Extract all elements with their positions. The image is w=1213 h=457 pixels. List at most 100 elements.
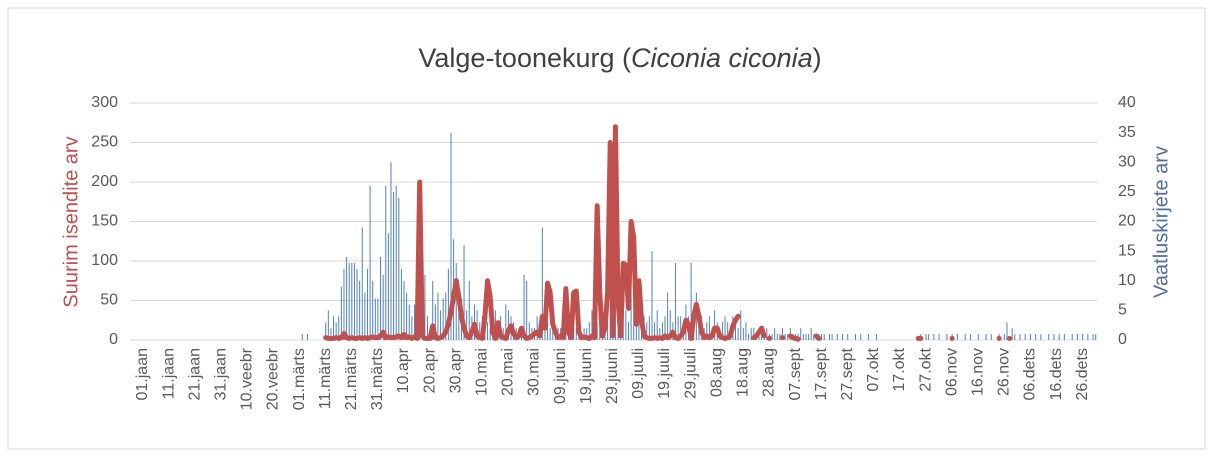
bar [359,280,361,340]
bar [734,322,736,340]
bar [1011,328,1013,340]
bar [750,328,752,340]
bar [541,227,543,340]
bar [586,328,588,340]
bar [635,316,637,340]
bar [925,334,927,340]
bar [1095,334,1097,340]
bar [520,334,522,340]
bar [343,268,345,340]
bar [380,257,382,340]
bar [356,268,358,340]
bar [669,310,671,340]
bar [956,334,958,340]
bar [447,268,449,340]
bar [651,251,653,340]
bar [408,304,410,340]
title-part: Valge-toonekurg ( [418,43,631,73]
bar [946,334,948,340]
bar [526,280,528,340]
bar [445,292,447,340]
bar [805,334,807,340]
bar [831,334,833,340]
bar [406,292,408,340]
bar [458,292,460,340]
bar [1087,334,1089,340]
bar [306,334,308,340]
x-tick-label: 29.juuni [604,348,621,404]
bar [1058,334,1060,340]
bar [505,304,507,340]
bar [1082,334,1084,340]
bar [868,334,870,340]
bar [387,233,389,340]
bar [502,328,504,340]
bar [656,310,658,340]
bar [1003,334,1005,340]
bar [442,298,444,340]
bar [536,316,538,340]
bar [781,328,783,340]
bar [784,334,786,340]
bar [340,286,342,340]
bar [695,292,697,340]
title-part: ) [813,43,822,73]
bar [348,262,350,340]
bar [625,310,627,340]
bar [432,280,434,340]
bar [706,322,708,340]
bar [776,334,778,340]
x-tick-label: 10.apr [395,347,412,393]
bar [463,245,465,340]
bar [654,322,656,340]
bar [985,334,987,340]
bar [677,316,679,340]
bar [808,334,810,340]
bar [860,334,862,340]
bar [802,334,804,340]
bar [737,328,739,340]
bar [374,298,376,340]
bar [748,334,750,340]
bar [977,334,979,340]
y2-tick-label: 35 [1118,124,1136,141]
x-tick-label: 17.sept [813,347,830,400]
y2-tick-label: 40 [1118,94,1136,111]
bar [708,316,710,340]
y-tick-label: 150 [91,213,118,230]
bar [742,328,744,340]
title-species: Ciconia ciconia [631,43,813,73]
bar [364,292,366,340]
bar [583,328,585,340]
line [323,124,1013,342]
bar [440,310,442,340]
bar [664,316,666,340]
y2-tick-label: 15 [1118,242,1136,259]
x-tick-label: 30.mai [526,348,543,396]
bar [758,334,760,340]
bar [828,334,830,340]
y-axis-title: Suurim isendite arv [60,136,82,307]
x-tick-label: 28.aug [761,348,778,397]
bar [1006,322,1008,340]
bar [771,334,773,340]
x-tick-label: 29.juuli [682,348,699,399]
bar [1024,334,1026,340]
bar [346,257,348,340]
bar [875,334,877,340]
bar [398,197,400,340]
bar [964,334,966,340]
chart-title: Valge-toonekurg (Ciconia ciconia) [418,43,821,73]
x-tick-label: 09.juuni [552,348,569,404]
bar [413,304,415,340]
bar [753,328,755,340]
bar [437,292,439,340]
bar [450,132,452,340]
bar [361,227,363,340]
bar [411,316,413,340]
x-tick-label: 31.märts [369,348,386,410]
bar [1040,334,1042,340]
bar [327,310,329,340]
bar [1063,334,1065,340]
x-tick-label: 16.dets [1048,348,1065,400]
